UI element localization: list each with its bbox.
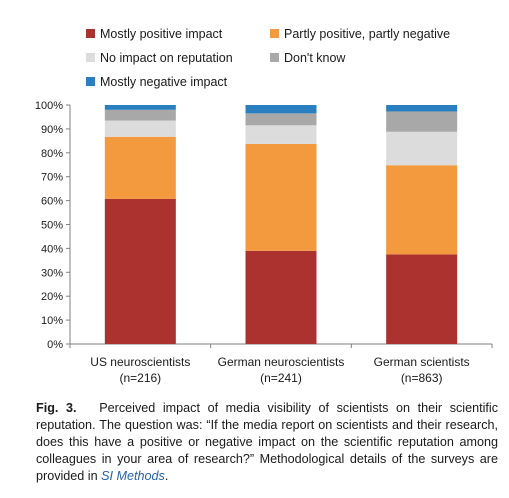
legend-swatch-2: [270, 29, 279, 38]
bar-2-segment-3: [245, 125, 317, 144]
y-tick-label-10: 100%: [35, 100, 63, 112]
bar-2-segment-5: [245, 105, 317, 114]
y-tick-label-9: 90%: [41, 124, 63, 136]
legend-label-5: Mostly negative impact: [100, 75, 228, 89]
x-category-label-2-line-1: German neuroscientists: [218, 355, 345, 369]
bar-1-segment-5: [104, 105, 176, 110]
bar-3-segment-4: [386, 111, 458, 132]
bar-3-segment-2: [386, 165, 458, 255]
x-category-label-1-line-2: (n=216): [119, 371, 161, 385]
caption-end: .: [164, 469, 169, 483]
si-methods-link[interactable]: SI Methods: [101, 469, 165, 483]
legend-swatch-5: [86, 77, 95, 86]
x-category-label-2-line-2: (n=241): [260, 371, 302, 385]
y-tick-label-3: 30%: [41, 267, 63, 279]
x-category-label-3-line-2: (n=863): [401, 371, 443, 385]
bar-3-segment-5: [386, 105, 458, 112]
legend-label-3: No impact on reputation: [100, 51, 233, 65]
y-tick-label-1: 10%: [41, 315, 63, 327]
figure-caption: Fig. 3. Perceived impact of media visibi…: [36, 400, 498, 485]
caption-text: Perceived impact of media visibility of …: [36, 401, 498, 483]
bar-1-segment-4: [104, 109, 176, 121]
stacked-bar-chart: Mostly positive impact Partly positive, p…: [35, 27, 493, 385]
y-tick-label-7: 70%: [41, 172, 63, 184]
y-tick-label-0: 0%: [47, 339, 63, 351]
bar-2-segment-4: [245, 113, 317, 126]
legend-swatch-1: [86, 29, 95, 38]
y-tick-label-8: 80%: [41, 148, 63, 160]
bar-2-segment-1: [245, 250, 317, 344]
legend-swatch-4: [270, 53, 279, 62]
x-category-label-3-line-1: German scientists: [374, 355, 470, 369]
bar-1-segment-1: [104, 198, 176, 344]
legend-label-1: Mostly positive impact: [100, 27, 223, 41]
x-category-label-1-line-1: US neuroscientists: [90, 355, 190, 369]
legend-swatch-3: [86, 53, 95, 62]
bar-2-segment-2: [245, 143, 317, 251]
bar-3-segment-3: [386, 131, 458, 166]
legend-label-4: Don't know: [284, 51, 346, 65]
bar-1-segment-3: [104, 120, 176, 137]
y-tick-label-2: 20%: [41, 291, 63, 303]
y-tick-label-6: 60%: [41, 196, 63, 208]
bar-3-segment-1: [386, 254, 458, 344]
y-tick-label-4: 40%: [41, 243, 63, 255]
bar-1-segment-2: [104, 136, 176, 199]
figure-label: Fig. 3.: [36, 401, 77, 415]
y-tick-label-5: 50%: [41, 220, 63, 232]
legend-label-2: Partly positive, partly negative: [284, 27, 450, 41]
